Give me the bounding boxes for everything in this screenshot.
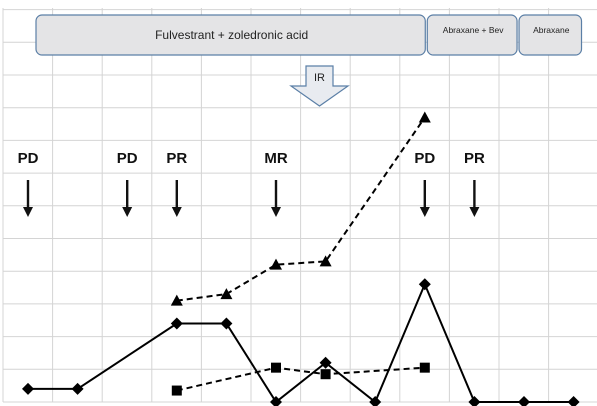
down-arrowhead-icon: [271, 207, 281, 217]
triangle-marker: [220, 288, 233, 300]
diamond-marker: [418, 278, 431, 291]
response-label: PD: [18, 150, 39, 167]
gridlines: [2, 8, 597, 403]
diamond-marker: [567, 396, 580, 406]
data-series: [22, 111, 580, 406]
diamond-marker: [468, 396, 481, 406]
ir-arrow-icon: [289, 65, 350, 107]
triangle-marker: [270, 258, 282, 270]
diamond-marker: [319, 356, 332, 369]
response-label: PD: [414, 150, 435, 167]
series-line: [176, 366, 425, 392]
series-line: [176, 116, 426, 302]
diamond-marker: [22, 382, 34, 395]
diamond-marker: [270, 396, 282, 406]
diamond-marker: [220, 317, 233, 330]
square-marker: [419, 362, 430, 373]
response-label: PD: [117, 150, 138, 167]
response-label: MR: [264, 150, 287, 167]
treatment-label: Abraxane: [533, 25, 570, 35]
treatment-label: Abraxane + Bev: [443, 25, 504, 35]
down-arrowhead-icon: [23, 207, 33, 217]
response-label: PR: [464, 150, 485, 167]
response-label: PR: [166, 150, 187, 167]
down-arrowhead-icon: [419, 207, 430, 217]
response-annotations: PD PD PR MR PD PR: [18, 150, 485, 217]
treatment-timeline: Fulvestrant + zoledronic acid Abraxane + …: [35, 14, 583, 56]
square-marker: [320, 369, 331, 380]
down-arrowhead-icon: [122, 207, 133, 217]
treatment-box: [518, 14, 583, 56]
diamond-marker: [369, 396, 382, 406]
treatment-box: [35, 14, 426, 56]
diamond-marker: [71, 382, 84, 395]
diamond-marker: [518, 396, 530, 406]
ir-label: IR: [314, 72, 325, 84]
treatment-box: [426, 14, 518, 56]
treatment-label: Fulvestrant + zoledronic acid: [155, 28, 308, 42]
triangle-marker: [170, 294, 183, 306]
square-marker: [171, 385, 182, 396]
ir-indicator: IR: [289, 65, 350, 107]
diamond-marker: [170, 317, 183, 330]
down-arrowhead-icon: [171, 207, 182, 217]
triangle-marker: [418, 111, 431, 123]
down-arrowhead-icon: [469, 207, 480, 217]
triangle-marker: [319, 255, 332, 267]
square-marker: [271, 362, 281, 373]
